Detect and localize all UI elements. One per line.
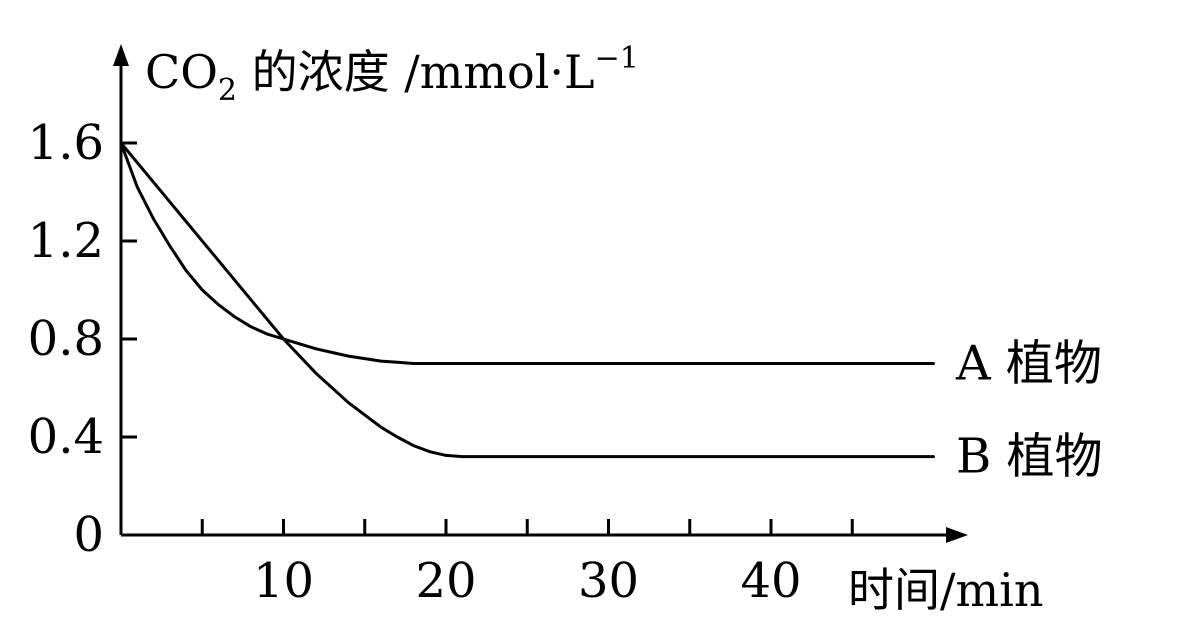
x-tick-label: 30: [578, 553, 639, 609]
series-group: A 植物 B 植物: [119, 141, 1103, 485]
y-tick-label: 0.8: [28, 311, 104, 367]
y-axis-title-sub: 2: [218, 73, 237, 108]
y-axis-title-rest: 的浓度 /mmol·L: [237, 45, 595, 99]
y-tick-label: 0: [73, 507, 104, 563]
x-tick-label: 40: [740, 553, 801, 609]
y-tick-label: 0.4: [28, 409, 104, 465]
x-tick-label: 20: [415, 553, 476, 609]
y-axis-title-sup: −1: [595, 41, 639, 76]
x-axis-title: 时间/min: [848, 563, 1043, 617]
y-axis-title-base: CO: [145, 45, 218, 99]
ticks-group: 10 20 30 40 0 0.4 0.8 1.2 1.6: [28, 115, 854, 609]
series-line-b: [119, 141, 935, 459]
x-tick-label: 10: [253, 553, 314, 609]
series-line-a: [119, 141, 935, 365]
y-axis-title: CO2 的浓度 /mmol·L−1: [145, 41, 639, 108]
y-tick-label: 1.6: [28, 115, 104, 171]
series-label: B 植物: [956, 429, 1103, 485]
series-label: A 植物: [955, 336, 1102, 392]
y-tick-label: 1.2: [28, 213, 104, 269]
x-axis-arrow: [946, 527, 968, 543]
y-axis-arrow: [113, 44, 129, 66]
